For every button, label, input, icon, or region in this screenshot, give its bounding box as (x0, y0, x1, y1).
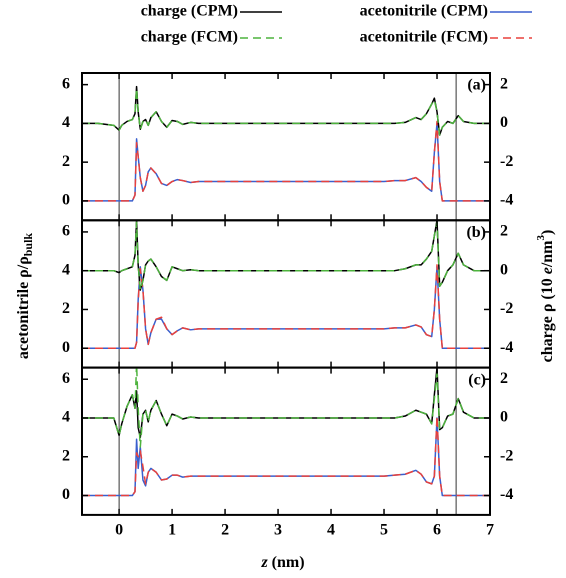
y-tick-label: 2 (62, 447, 70, 464)
x-axis-label: z (nm) (260, 554, 304, 571)
x-tick-label: 5 (380, 522, 388, 539)
y2-label-main: charge ρ (10 (539, 274, 556, 362)
y-label-main: acetonitrile ρ/ρ (15, 256, 32, 359)
y2-tick-label: 2 (500, 370, 508, 387)
series-line (82, 417, 490, 497)
y-tick-label: 4 (62, 114, 70, 131)
y-tick-label: 2 (62, 153, 70, 170)
y2-tick-label: -2 (500, 300, 513, 317)
x-label-var: z (260, 554, 268, 571)
y2-label-sup: 3 (535, 234, 547, 240)
x-tick-label: 6 (433, 522, 441, 539)
x-tick-label: 0 (115, 522, 123, 539)
series-line (82, 415, 490, 497)
panel (82, 367, 490, 515)
legend-label: acetonitrile (CPM) (360, 3, 488, 20)
x-tick-label: 3 (274, 522, 282, 539)
y-tick-label: 4 (62, 409, 70, 426)
x-label-unit: (nm) (268, 554, 305, 571)
series-line (82, 85, 490, 136)
x-tick-label: 7 (486, 522, 494, 539)
series-line (82, 264, 490, 349)
legend-label: charge (FCM) (141, 29, 238, 46)
y2-tick-label: -2 (500, 447, 513, 464)
y2-tick-label: -4 (500, 486, 513, 503)
x-tick-label: 2 (221, 522, 229, 539)
y-tick-label: 0 (62, 486, 70, 503)
y2-tick-label: 2 (500, 223, 508, 240)
y2-axis-label: charge ρ (10 e/nm3) (535, 230, 556, 363)
y2-tick-label: -4 (500, 192, 513, 209)
legend-label: charge (CPM) (141, 3, 238, 20)
y-tick-label: 0 (62, 192, 70, 209)
panel (82, 73, 490, 221)
panel-frame (81, 366, 491, 516)
y2-label-close: ) (539, 230, 556, 235)
y-tick-label: 2 (62, 300, 70, 317)
series-line (82, 221, 490, 291)
y2-tick-label: 0 (500, 261, 508, 278)
y-tick-label: 0 (62, 339, 70, 356)
panel (82, 220, 490, 368)
panel-label: (c) (468, 371, 486, 388)
y2-tick-label: 2 (500, 75, 508, 92)
x-tick-label: 1 (168, 522, 176, 539)
y2-tick-label: -2 (500, 153, 513, 170)
series-line (82, 120, 490, 202)
y-tick-label: 4 (62, 261, 70, 278)
y2-label-unit: /nm (539, 240, 556, 268)
y-tick-label: 6 (62, 75, 70, 92)
y-tick-label: 6 (62, 223, 70, 240)
legend-label: acetonitrile (FCM) (360, 29, 488, 46)
y2-tick-label: -4 (500, 339, 513, 356)
y-label-sub: bulk (21, 233, 35, 257)
panel-frame (81, 72, 491, 222)
x-tick-label: 4 (327, 522, 335, 539)
series-line (82, 87, 490, 136)
y-axis-label: acetonitrile ρ/ρbulk (15, 233, 35, 360)
series-line (82, 367, 490, 448)
panel-label: (b) (466, 224, 486, 241)
y2-label-e: e (539, 267, 556, 274)
series-line (82, 367, 490, 439)
y-tick-label: 6 (62, 370, 70, 387)
panel-label: (a) (467, 77, 486, 94)
y2-tick-label: 0 (500, 409, 508, 426)
y2-tick-label: 0 (500, 114, 508, 131)
